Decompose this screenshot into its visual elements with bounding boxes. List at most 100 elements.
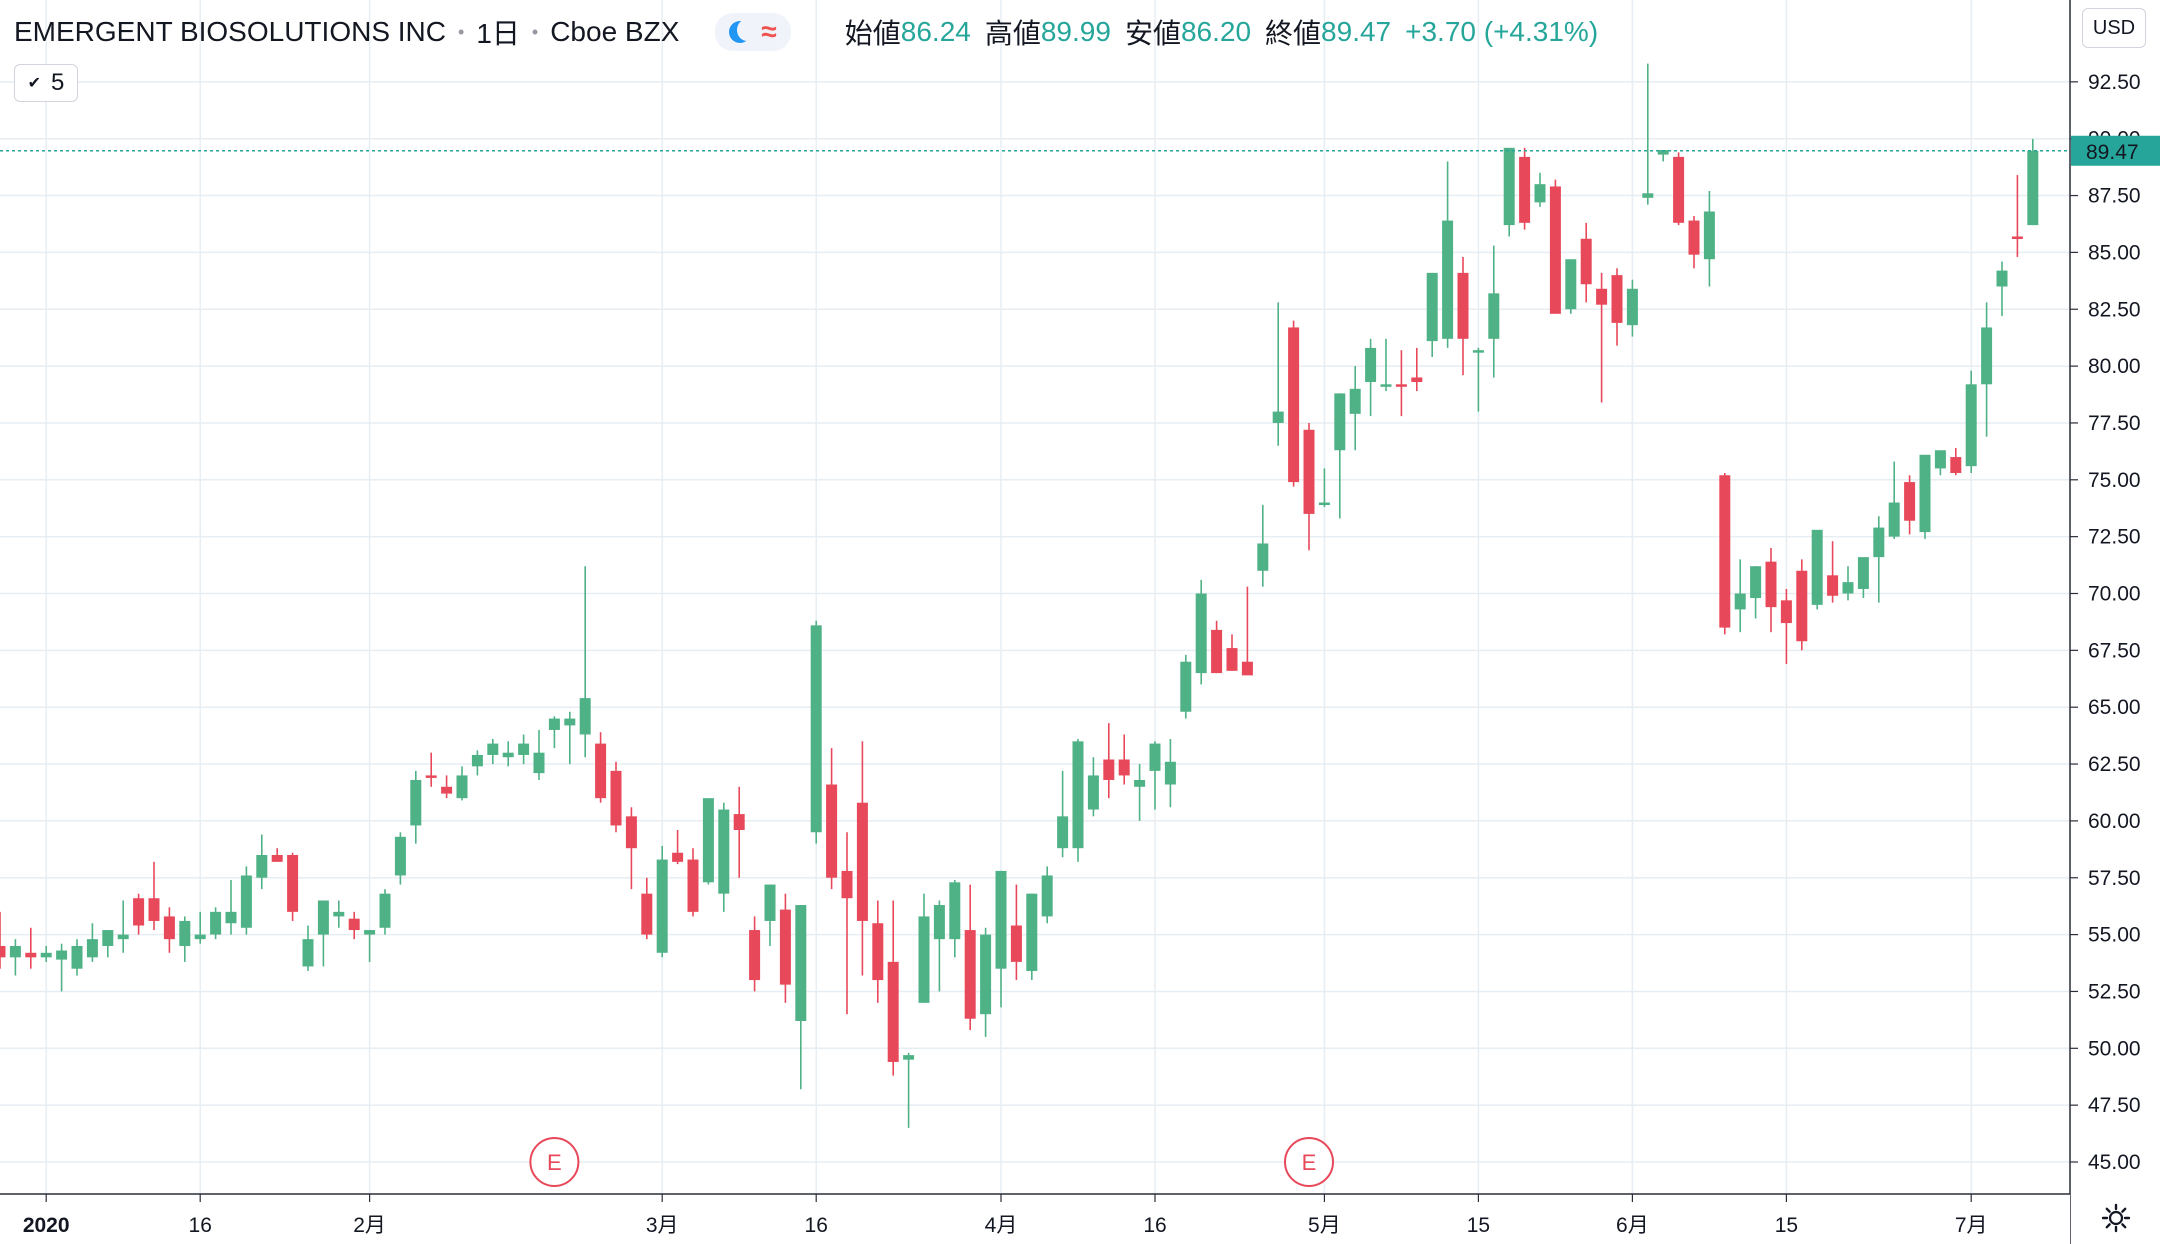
gear-icon[interactable] [2100, 1202, 2132, 1234]
candle-body [1134, 779, 1146, 787]
candle-body [56, 950, 68, 960]
price-tick-label: 70.00 [2088, 583, 2141, 606]
close-label: 終値 [1265, 18, 1322, 49]
candle-body [1149, 743, 1161, 771]
candle-body [1457, 272, 1469, 339]
candle-body [749, 930, 761, 981]
candle-body [1580, 238, 1592, 285]
time-tick-label: 2月 [353, 1214, 386, 1237]
candle-body [733, 814, 745, 830]
candle-body [872, 923, 884, 981]
change-value: +3.70 (+4.31%) [1405, 16, 1599, 47]
high-label: 高値 [984, 18, 1041, 49]
candle-body [86, 939, 98, 958]
time-tick-label: 15 [1467, 1214, 1490, 1237]
candle-body [1010, 925, 1022, 962]
candle-body [1057, 816, 1069, 849]
candle-body [1318, 502, 1330, 506]
candle-body [0, 945, 6, 958]
candle-body [256, 855, 268, 878]
price-tick-label: 55.00 [2088, 924, 2141, 947]
candle-body [2027, 150, 2039, 226]
candle-body [9, 945, 21, 958]
candle-body [548, 718, 560, 730]
high-value: 89.99 [1040, 16, 1111, 47]
candle-body [1688, 220, 1700, 255]
price-tick-label: 62.50 [2088, 753, 2141, 776]
separator-dot: • [458, 21, 465, 42]
low-value: 86.20 [1180, 16, 1252, 47]
candle-body [1796, 570, 1808, 642]
candle-body [1642, 193, 1654, 198]
currency-button[interactable]: USD [2082, 8, 2146, 48]
candle-body [856, 802, 868, 921]
candle-body [1072, 741, 1084, 849]
chart-legend: EMERGENT BIOSOLUTIONS INC • 1日 • Cboe BZ… [14, 12, 1598, 52]
candle-body [1934, 450, 1946, 469]
time-tick-label: 4月 [985, 1214, 1018, 1237]
earnings-marker-label: E [547, 1150, 562, 1175]
status-pill[interactable]: ≈ [715, 13, 791, 51]
interval-button[interactable]: ✔ 5 [14, 64, 78, 102]
candle-body [1334, 393, 1346, 451]
candle-body [826, 784, 838, 878]
open-label: 始値 [844, 18, 901, 49]
candle-body [1365, 347, 1377, 383]
earnings-marker [529, 1137, 580, 1187]
candle-body [625, 816, 637, 849]
wave-icon: ≈ [761, 16, 777, 47]
interval-button-label: 5 [51, 69, 65, 96]
candle-body [980, 934, 992, 1015]
candle-body [1780, 600, 1792, 624]
candle-body [133, 898, 145, 926]
candle-body [333, 911, 345, 917]
candle-series [0, 63, 2039, 1128]
candle-body [656, 859, 668, 953]
price-tick-label: 77.50 [2088, 412, 2141, 435]
candle-body [71, 945, 83, 969]
time-tick-label: 3月 [646, 1214, 679, 1237]
candle-body [964, 930, 976, 1019]
candle-body [1611, 275, 1623, 323]
candle-body [410, 779, 422, 826]
candle-body [394, 836, 406, 876]
price-tick-label: 72.50 [2088, 526, 2141, 549]
candle-body [1272, 411, 1284, 423]
price-tick-label: 80.00 [2088, 355, 2141, 378]
price-tick-label: 75.00 [2088, 469, 2141, 492]
candle-body [1996, 270, 2008, 287]
chevron-down-icon: ✔ [27, 75, 42, 92]
candle-body [918, 916, 930, 1003]
candle-body [1765, 561, 1777, 608]
last-price-badge [2071, 135, 2160, 166]
open-value: 86.24 [900, 16, 971, 47]
candle-body [949, 882, 961, 940]
candle-body [379, 893, 391, 928]
candle-body [1180, 661, 1192, 712]
exchange-label: Cboe BZX [550, 16, 680, 47]
time-tick-label: 16 [805, 1214, 828, 1237]
time-axis[interactable]: 2020 16 2月 3月 16 4月 16 5月 15 6月 15 7月 [0, 1193, 2070, 1244]
candle-body [1827, 575, 1839, 596]
candle-body [610, 770, 622, 826]
candle-body [1981, 327, 1993, 385]
moon-icon [729, 19, 758, 43]
candle-body [718, 809, 730, 894]
price-tick-label: 57.50 [2088, 867, 2141, 890]
candle-body [425, 775, 437, 778]
candle-body [1164, 761, 1176, 785]
candle-body [702, 798, 714, 883]
price-tick-label: 87.50 [2088, 185, 2141, 208]
candle-body [1873, 527, 1885, 558]
symbol-name[interactable]: EMERGENT BIOSOLUTIONS INC [14, 16, 446, 47]
candle-body [1195, 593, 1207, 674]
candle-body [1087, 775, 1099, 810]
candle-body [1703, 211, 1715, 260]
price-axis[interactable]: 92.5090.0087.5085.0082.5080.0077.5075.00… [2069, 0, 2160, 1244]
candle-body [1288, 327, 1300, 483]
price-tick-label: 52.50 [2088, 980, 2141, 1003]
candle-body [1965, 384, 1977, 467]
candle-body [810, 625, 822, 833]
